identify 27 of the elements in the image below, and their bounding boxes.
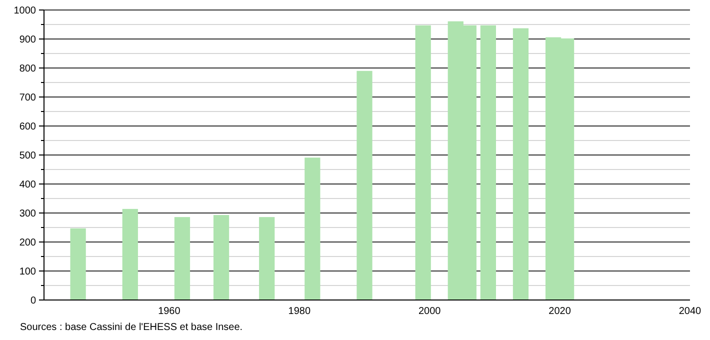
y-tick-label: 600 — [19, 122, 36, 132]
bar — [174, 217, 190, 300]
x-tick-label: 1960 — [158, 306, 181, 317]
x-tick-label: 2000 — [418, 306, 442, 317]
y-tick-label: 900 — [19, 34, 36, 46]
y-tick-label: 200 — [19, 238, 36, 248]
bar — [356, 70, 372, 300]
x-tick-label: 1980 — [288, 306, 311, 317]
x-tick-label: 2040 — [678, 306, 702, 317]
bar — [480, 25, 496, 300]
bar — [304, 158, 320, 300]
y-tick-label: 0 — [30, 296, 36, 306]
y-tick-label: 800 — [19, 64, 36, 74]
bar — [259, 217, 275, 300]
y-tick-label: 100 — [19, 266, 36, 278]
y-tick-label: 500 — [19, 150, 36, 162]
y-tick-label: 1000 — [14, 6, 36, 16]
y-tick-label: 400 — [19, 180, 36, 190]
bar — [213, 215, 230, 300]
x-tick-label: 2020 — [548, 306, 572, 317]
y-tick-label: 300 — [19, 208, 36, 220]
source-note: Sources : base Cassini de l'EHESS et base Insee. — [20, 322, 243, 333]
y-tick-label: 700 — [19, 92, 36, 104]
bar — [512, 28, 529, 300]
bar — [70, 228, 86, 300]
bar — [122, 208, 138, 300]
bar — [415, 25, 431, 300]
